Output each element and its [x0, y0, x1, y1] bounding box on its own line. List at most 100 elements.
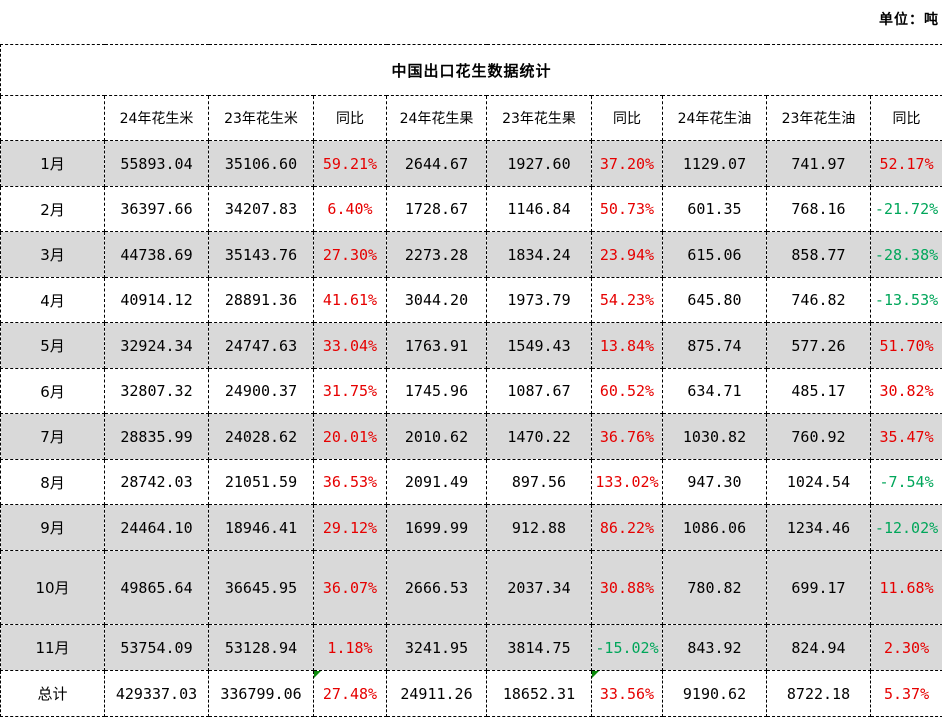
yoy-cell[interactable]: 133.02% [591, 459, 663, 505]
row-label-cell[interactable]: 总计 [0, 670, 105, 717]
value-cell[interactable]: 875.74 [662, 322, 767, 369]
value-cell[interactable]: 3814.75 [486, 624, 592, 671]
yoy-cell[interactable]: 23.94% [591, 231, 663, 278]
value-cell[interactable]: 36397.66 [104, 186, 209, 232]
value-cell[interactable]: 897.56 [486, 459, 592, 505]
row-label-cell[interactable]: 4月 [0, 277, 105, 323]
yoy-cell[interactable]: 2.30% [869, 624, 942, 671]
value-cell[interactable]: 2091.49 [386, 459, 487, 505]
value-cell[interactable]: 24747.63 [208, 322, 314, 369]
header-cell[interactable]: 23年花生果 [486, 95, 592, 141]
value-cell[interactable]: 1024.54 [766, 459, 871, 505]
yoy-cell[interactable]: -28.38% [869, 231, 942, 278]
value-cell[interactable]: 429337.03 [104, 670, 209, 717]
yoy-cell[interactable]: 30.82% [869, 368, 942, 414]
value-cell[interactable]: 1146.84 [486, 186, 592, 232]
value-cell[interactable]: 44738.69 [104, 231, 209, 278]
yoy-cell[interactable]: -7.54% [869, 459, 942, 505]
yoy-cell[interactable]: 33.56% [591, 670, 663, 717]
value-cell[interactable]: 1549.43 [486, 322, 592, 369]
value-cell[interactable]: 1834.24 [486, 231, 592, 278]
yoy-cell[interactable]: 30.88% [591, 550, 663, 625]
value-cell[interactable]: 35106.60 [208, 140, 314, 187]
value-cell[interactable]: 2037.34 [486, 550, 592, 625]
value-cell[interactable]: 336799.06 [208, 670, 314, 717]
yoy-cell[interactable]: 35.47% [869, 413, 942, 460]
value-cell[interactable]: 1234.46 [766, 504, 871, 551]
yoy-cell[interactable]: 50.73% [591, 186, 663, 232]
header-cell[interactable]: 23年花生米 [208, 95, 314, 141]
header-cell[interactable]: 24年花生米 [104, 95, 209, 141]
header-cell-empty[interactable] [0, 95, 105, 141]
value-cell[interactable]: 746.82 [766, 277, 871, 323]
value-cell[interactable]: 645.80 [662, 277, 767, 323]
value-cell[interactable]: 53128.94 [208, 624, 314, 671]
value-cell[interactable]: 3241.95 [386, 624, 487, 671]
yoy-cell[interactable]: 29.12% [313, 504, 387, 551]
value-cell[interactable]: 32924.34 [104, 322, 209, 369]
row-label-cell[interactable]: 9月 [0, 504, 105, 551]
value-cell[interactable]: 2010.62 [386, 413, 487, 460]
yoy-cell[interactable]: 54.23% [591, 277, 663, 323]
value-cell[interactable]: 1973.79 [486, 277, 592, 323]
value-cell[interactable]: 8722.18 [766, 670, 871, 717]
row-label-cell[interactable]: 11月 [0, 624, 105, 671]
value-cell[interactable]: 912.88 [486, 504, 592, 551]
value-cell[interactable]: 1699.99 [386, 504, 487, 551]
value-cell[interactable]: 947.30 [662, 459, 767, 505]
yoy-cell[interactable]: 1.18% [313, 624, 387, 671]
value-cell[interactable]: 824.94 [766, 624, 871, 671]
value-cell[interactable]: 18946.41 [208, 504, 314, 551]
value-cell[interactable]: 1927.60 [486, 140, 592, 187]
value-cell[interactable]: 2273.28 [386, 231, 487, 278]
value-cell[interactable]: 28891.36 [208, 277, 314, 323]
value-cell[interactable]: 55893.04 [104, 140, 209, 187]
value-cell[interactable]: 760.92 [766, 413, 871, 460]
value-cell[interactable]: 24464.10 [104, 504, 209, 551]
header-cell[interactable]: 同比 [591, 95, 663, 141]
row-label-cell[interactable]: 10月 [0, 550, 105, 625]
row-label-cell[interactable]: 2月 [0, 186, 105, 232]
yoy-cell[interactable]: 86.22% [591, 504, 663, 551]
yoy-cell[interactable]: 36.53% [313, 459, 387, 505]
value-cell[interactable]: 28835.99 [104, 413, 209, 460]
row-label-cell[interactable]: 3月 [0, 231, 105, 278]
yoy-cell[interactable]: 41.61% [313, 277, 387, 323]
yoy-cell[interactable]: 27.30% [313, 231, 387, 278]
yoy-cell[interactable]: 13.84% [591, 322, 663, 369]
header-cell[interactable]: 23年花生油 [766, 95, 871, 141]
row-label-cell[interactable]: 1月 [0, 140, 105, 187]
value-cell[interactable]: 2666.53 [386, 550, 487, 625]
value-cell[interactable]: 36645.95 [208, 550, 314, 625]
value-cell[interactable]: 3044.20 [386, 277, 487, 323]
value-cell[interactable]: 1745.96 [386, 368, 487, 414]
value-cell[interactable]: 1728.67 [386, 186, 487, 232]
value-cell[interactable]: 49865.64 [104, 550, 209, 625]
yoy-cell[interactable]: 11.68% [869, 550, 942, 625]
value-cell[interactable]: 768.16 [766, 186, 871, 232]
header-cell[interactable]: 24年花生果 [386, 95, 487, 141]
yoy-cell[interactable]: -21.72% [869, 186, 942, 232]
yoy-cell[interactable]: 59.21% [313, 140, 387, 187]
value-cell[interactable]: 40914.12 [104, 277, 209, 323]
value-cell[interactable]: 1470.22 [486, 413, 592, 460]
value-cell[interactable]: 1763.91 [386, 322, 487, 369]
value-cell[interactable]: 9190.62 [662, 670, 767, 717]
yoy-cell[interactable]: 60.52% [591, 368, 663, 414]
value-cell[interactable]: 35143.76 [208, 231, 314, 278]
value-cell[interactable]: 601.35 [662, 186, 767, 232]
yoy-cell[interactable]: 36.76% [591, 413, 663, 460]
value-cell[interactable]: 634.71 [662, 368, 767, 414]
yoy-cell[interactable]: 27.48% [313, 670, 387, 717]
yoy-cell[interactable]: 33.04% [313, 322, 387, 369]
value-cell[interactable]: 485.17 [766, 368, 871, 414]
value-cell[interactable]: 615.06 [662, 231, 767, 278]
row-label-cell[interactable]: 6月 [0, 368, 105, 414]
yoy-cell[interactable]: 52.17% [869, 140, 942, 187]
header-cell[interactable]: 同比 [313, 95, 387, 141]
yoy-cell[interactable]: 6.40% [313, 186, 387, 232]
yoy-cell[interactable]: 37.20% [591, 140, 663, 187]
yoy-cell[interactable]: -12.02% [869, 504, 942, 551]
row-label-cell[interactable]: 8月 [0, 459, 105, 505]
value-cell[interactable]: 24028.62 [208, 413, 314, 460]
